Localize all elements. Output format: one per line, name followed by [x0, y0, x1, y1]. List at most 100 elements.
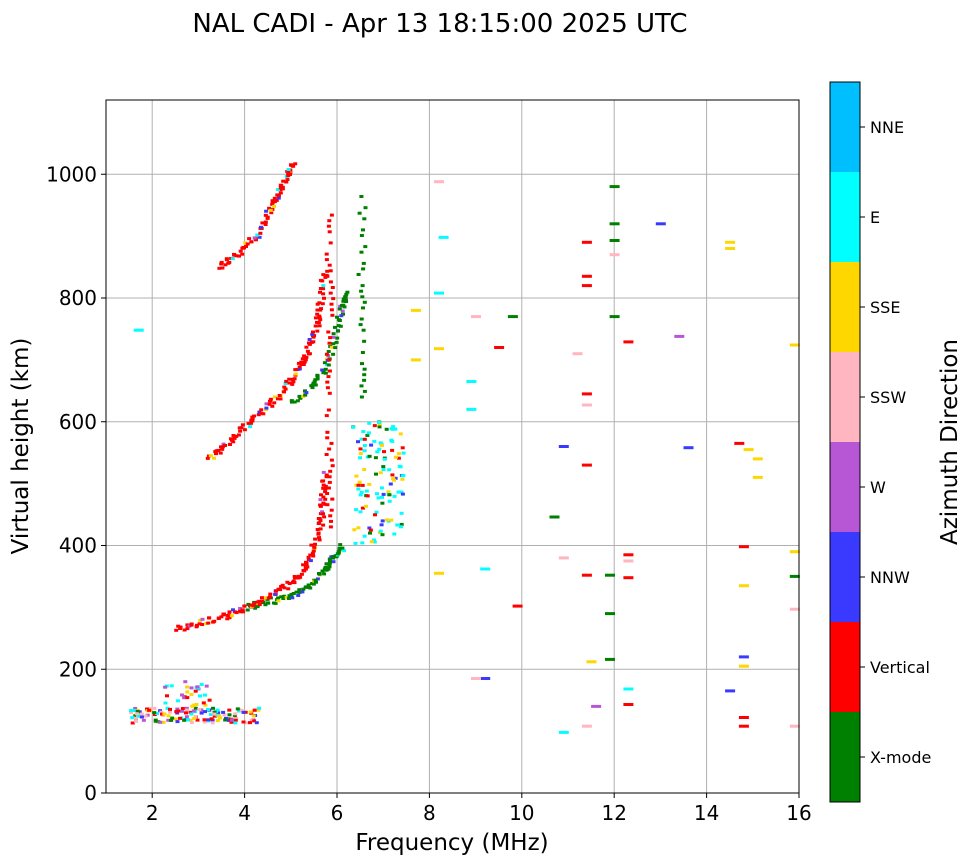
echo-point	[434, 180, 444, 184]
echo-point	[275, 397, 280, 401]
echo-point	[133, 328, 144, 332]
echo-point	[359, 395, 364, 399]
echo-point	[342, 549, 347, 553]
echo-point	[244, 245, 248, 248]
echo-point	[158, 720, 163, 724]
echo-point	[227, 708, 232, 712]
echo-point	[287, 377, 292, 381]
echo-point	[287, 381, 292, 385]
echo-point	[359, 195, 364, 198]
colorbar-label-sse: SSE	[870, 298, 900, 317]
echo-point	[471, 677, 481, 680]
echo-point	[189, 693, 194, 696]
y-tick-label: 1000	[46, 162, 97, 186]
echo-point	[282, 390, 286, 394]
echo-point	[161, 720, 166, 724]
echo-point	[233, 721, 238, 725]
echo-point	[291, 380, 296, 384]
echo-point	[326, 224, 331, 228]
echo-point	[340, 304, 344, 307]
echo-point	[327, 358, 332, 362]
echo-point	[248, 710, 253, 714]
echo-point	[227, 718, 231, 722]
echo-point	[381, 468, 386, 471]
echo-point	[270, 404, 275, 408]
echo-point	[367, 482, 372, 486]
echo-point	[299, 362, 304, 366]
echo-point	[152, 713, 157, 717]
echo-point	[558, 445, 569, 448]
echo-point	[581, 392, 592, 396]
echo-point	[268, 592, 273, 596]
echo-point	[361, 306, 365, 310]
echo-point	[246, 421, 251, 425]
echo-point	[289, 592, 294, 596]
echo-point	[230, 257, 235, 261]
echo-point	[362, 300, 367, 304]
echo-point	[237, 709, 242, 713]
echo-point	[297, 365, 302, 369]
echo-point	[224, 716, 228, 720]
echo-point	[170, 716, 175, 720]
echo-point	[309, 384, 314, 388]
echo-point	[327, 369, 332, 373]
echo-point	[239, 426, 244, 430]
x-tick-label: 14	[694, 801, 719, 825]
echo-point	[308, 553, 313, 557]
echo-point	[185, 696, 190, 700]
echo-point	[382, 450, 386, 454]
echo-point	[361, 328, 366, 332]
echo-point	[212, 456, 216, 460]
echo-point	[329, 508, 334, 512]
echo-point	[245, 242, 250, 246]
echo-point	[308, 559, 313, 563]
echo-point	[231, 608, 235, 612]
echo-point	[232, 714, 237, 718]
echo-point	[390, 439, 395, 443]
echo-point	[367, 454, 372, 458]
echo-point	[290, 382, 295, 386]
echo-point	[139, 712, 144, 716]
echo-point	[372, 538, 376, 542]
echo-point	[360, 295, 365, 299]
echo-point	[284, 180, 289, 184]
echo-point	[281, 179, 286, 183]
echo-point	[270, 199, 275, 203]
echo-point	[319, 307, 323, 311]
echo-point	[380, 533, 385, 537]
echo-point	[326, 486, 331, 490]
echo-point	[315, 373, 320, 377]
echo-point	[223, 718, 228, 722]
echo-point	[360, 362, 364, 366]
echo-point	[285, 580, 290, 584]
echo-point	[609, 222, 620, 226]
echo-point	[789, 550, 800, 554]
echo-point	[227, 713, 232, 717]
echo-point	[321, 483, 326, 487]
echo-point	[282, 594, 287, 598]
echo-point	[206, 621, 211, 625]
echo-point	[331, 555, 336, 558]
echo-point	[609, 239, 620, 242]
colorbar-label-nne: NNE	[870, 118, 904, 137]
echo-point	[336, 324, 341, 328]
echo-point	[378, 471, 383, 475]
echo-point	[313, 324, 318, 328]
echo-point	[214, 452, 218, 456]
echo-point	[130, 716, 135, 720]
echo-point	[380, 519, 385, 523]
echo-point	[466, 407, 477, 411]
echo-point	[222, 713, 227, 717]
echo-point	[378, 529, 383, 533]
echo-point	[393, 455, 398, 459]
echo-point	[321, 470, 326, 474]
echo-point	[283, 387, 288, 391]
echo-point	[331, 297, 336, 301]
echo-point	[683, 446, 694, 450]
echo-point	[206, 718, 211, 722]
echo-point	[336, 318, 341, 322]
echo-point	[322, 572, 327, 576]
echo-point	[203, 710, 207, 714]
echo-point	[329, 213, 334, 217]
echo-point	[302, 354, 307, 358]
